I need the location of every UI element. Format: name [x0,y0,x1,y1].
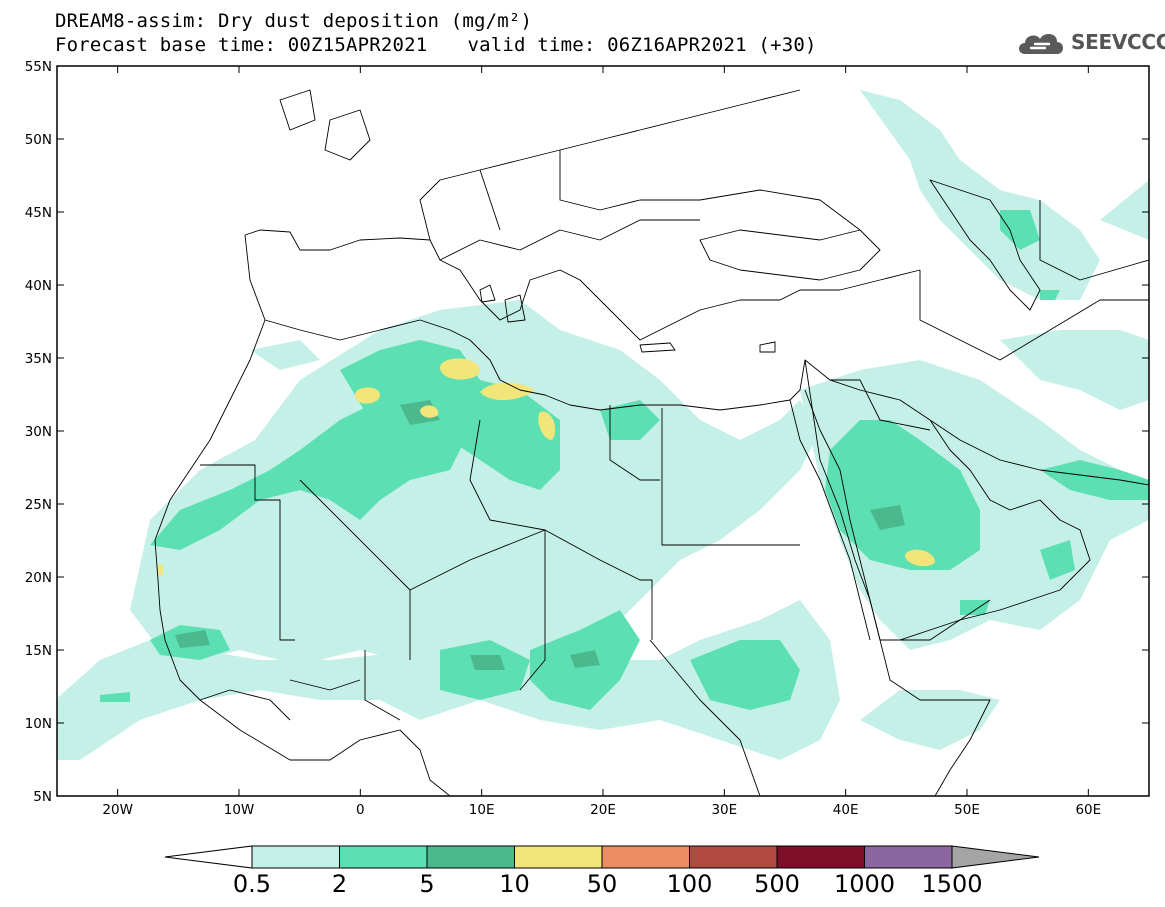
lat-label: 5N [33,789,52,805]
legend-swatch-above [951,845,1040,869]
lon-label: 30E [711,802,737,818]
lon-label: 10E [469,802,495,818]
lon-label: 60E [1075,802,1101,818]
lon-label: 50E [954,802,980,818]
dust-field [57,90,1149,760]
lat-label: 35N [25,351,52,367]
seevccc-logo: SEEVCCC [1015,24,1165,60]
map-axes: 55N 50N 45N 40N 35N 30N 25N 20N 15N 10N 5N 20W 10W 0 1… [25,59,1149,818]
legend-label: 100 [667,870,713,898]
map-title: DREAM8-assim: Dry dust deposition (mg/m²… [55,10,532,32]
coastlines-borders [154,89,1149,796]
lat-label: 15N [25,643,52,659]
legend-label: 2 [332,870,347,898]
legend-label: 500 [754,870,800,898]
lat-label: 10N [25,716,52,732]
dust-level-2-5 [100,210,1149,710]
legend-swatch [689,845,778,869]
legend-swatch [514,845,603,869]
legend-label: 5 [419,870,434,898]
lon-label: 10W [224,802,255,818]
dust-level-10-50 [157,358,935,575]
lon-label: 20E [590,802,616,818]
forecast-time-line: Forecast base time: 00Z15APR2021 valid ti… [55,34,817,56]
lon-label: 20W [102,802,133,818]
legend-label: 50 [587,870,618,898]
logo-text: SEEVCCC [1071,30,1165,54]
legend-swatch [251,845,340,869]
base-time: Forecast base time: 00Z15APR2021 [55,34,428,56]
legend-label: 10 [499,870,530,898]
lat-label: 40N [25,278,52,294]
title-line1: DREAM8-assim: Dry dust deposition (mg/m²… [55,10,533,32]
legend-swatch-below [164,845,253,869]
lat-label: 20N [25,570,52,586]
legend-swatch [776,845,865,869]
cloud-icon [1019,33,1063,54]
valid-time: valid time: 06Z16APR2021 (+30) [467,34,817,56]
lon-label: 0 [356,802,365,818]
legend-swatch [601,845,690,869]
lon-label: 40E [833,802,859,818]
legend-swatch [339,845,428,869]
lat-label: 55N [25,59,52,75]
legend-swatch [426,845,515,869]
legend-label: 1000 [834,870,895,898]
colorbar-legend: 0.5 2 5 10 50 100 500 1000 1500 [164,845,1040,898]
legend-swatch [864,845,953,869]
lat-label: 30N [25,424,52,440]
legend-label: 1500 [921,870,982,898]
lat-label: 50N [25,132,52,148]
lat-label: 25N [25,497,52,513]
lat-label: 45N [25,205,52,221]
legend-label: 0.5 [233,870,271,898]
